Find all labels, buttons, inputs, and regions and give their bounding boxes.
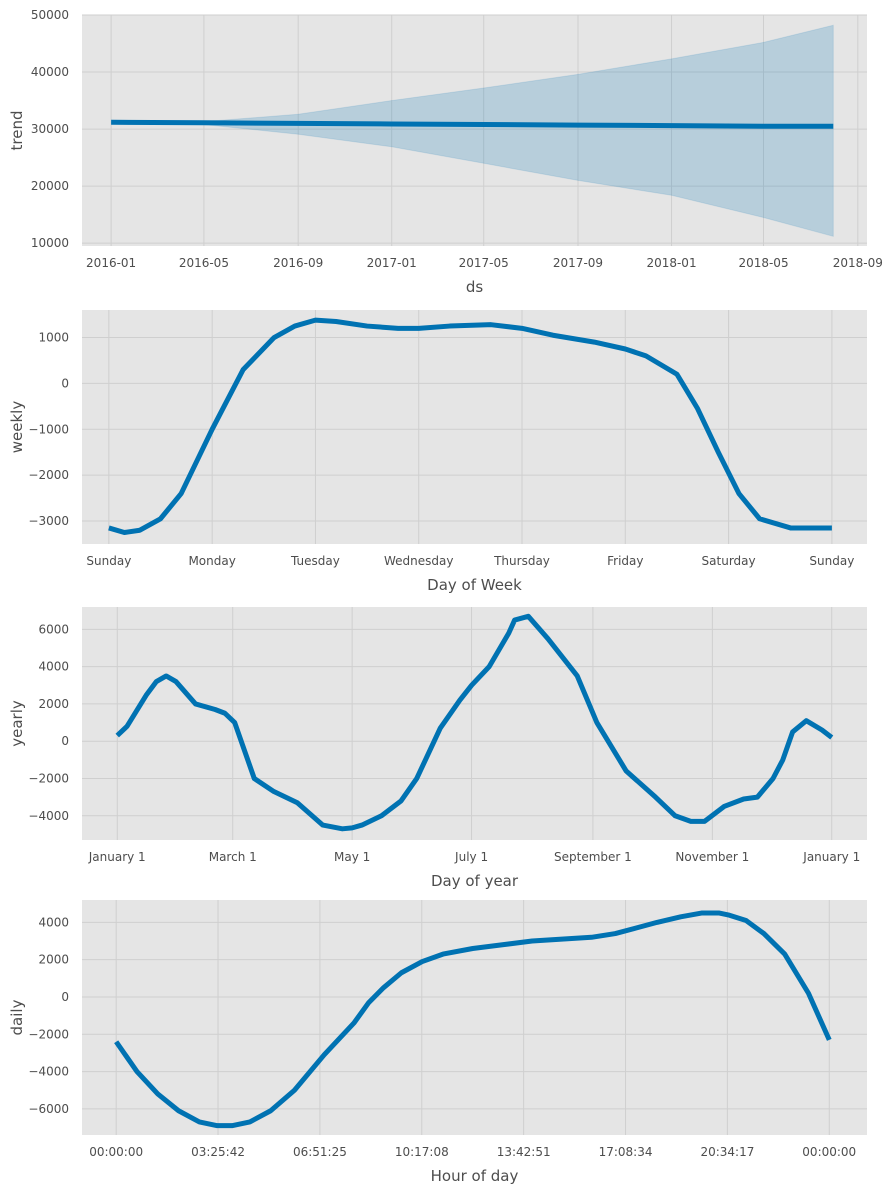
y-tick-label: −2000 <box>28 1027 69 1041</box>
y-tick-label: 0 <box>61 990 69 1004</box>
y-tick-label: −4000 <box>28 1065 69 1079</box>
x-tick-label: 03:25:42 <box>191 1145 245 1159</box>
x-axis-label: Hour of day <box>431 1167 519 1185</box>
x-tick-label: Friday <box>607 554 643 568</box>
x-tick-label: 2016-01 <box>86 256 136 270</box>
x-axis-label: ds <box>466 278 484 296</box>
y-tick-label: −2000 <box>28 771 69 785</box>
y-tick-label: −3000 <box>28 514 69 528</box>
x-tick-label: Saturday <box>702 554 756 568</box>
trend-series-line <box>111 119 834 129</box>
x-tick-label: Sunday <box>86 554 131 568</box>
y-axis-label: daily <box>8 999 26 1035</box>
uncertainty-band <box>111 24 834 237</box>
x-axis-label: Day of Week <box>427 576 522 594</box>
x-tick-label: March 1 <box>209 850 257 864</box>
chart-panel-daily: 00:00:00 03:25:42 06:51:25 10:17:08 13:42:51… <box>8 900 867 1185</box>
y-axis-label: trend <box>8 111 26 151</box>
x-tick-label: Monday <box>188 554 235 568</box>
yearly-series-line <box>115 613 834 832</box>
x-tick-label: 2018-09 <box>833 256 883 270</box>
x-tick-label: 17:08:34 <box>599 1145 653 1159</box>
y-tick-label: −1000 <box>28 422 69 436</box>
y-tick-label: 4000 <box>38 915 69 929</box>
y-tick-label: −2000 <box>28 468 69 482</box>
x-tick-label: 20:34:17 <box>700 1145 754 1159</box>
daily-series-line <box>114 910 832 1129</box>
y-tick-label: 1000 <box>38 331 69 345</box>
y-tick-label: 4000 <box>38 660 69 674</box>
x-tick-label: 06:51:25 <box>293 1145 347 1159</box>
y-axis-label: weekly <box>8 401 26 454</box>
x-tick-label: January 1 <box>802 850 860 864</box>
plot-area <box>82 900 867 1135</box>
weekly-series-line <box>108 317 832 536</box>
x-tick-label: May 1 <box>334 850 370 864</box>
plot-area <box>82 607 867 840</box>
x-tick-label: 10:17:08 <box>395 1145 449 1159</box>
x-tick-label: Tuesday <box>290 554 340 568</box>
y-tick-label: 6000 <box>38 622 69 636</box>
x-tick-label: 2017-05 <box>459 256 509 270</box>
chart-panel-yearly: January 1 March 1 May 1 July 1 September 1 No… <box>8 607 867 890</box>
x-tick-label: 13:42:51 <box>497 1145 551 1159</box>
x-tick-label: Sunday <box>809 554 854 568</box>
y-tick-label: −4000 <box>28 809 69 823</box>
y-tick-label: 20000 <box>31 179 69 193</box>
chart-panel-trend: 2016-01 2016-05 2016-09 2017-01 2017-05 2017-… <box>8 8 883 296</box>
x-tick-label: 2018-01 <box>646 256 696 270</box>
x-axis-label: Day of year <box>431 872 519 890</box>
x-tick-label: 2016-09 <box>273 256 323 270</box>
x-tick-label: November 1 <box>675 850 749 864</box>
x-tick-label: July 1 <box>454 850 488 864</box>
x-tick-label: 2016-05 <box>179 256 229 270</box>
y-axis-label: yearly <box>8 700 26 747</box>
y-tick-label: 50000 <box>31 8 69 22</box>
x-tick-label: 2017-01 <box>367 256 417 270</box>
chart-panel-weekly: Sunday Monday Tuesday Wednesday Thursday Frid… <box>8 310 867 594</box>
y-tick-label: 40000 <box>31 65 69 79</box>
y-tick-label: −6000 <box>28 1102 69 1116</box>
y-tick-label: 0 <box>61 376 69 390</box>
x-tick-label: 00:00:00 <box>802 1145 856 1159</box>
x-tick-label: Thursday <box>493 554 550 568</box>
x-tick-label: Wednesday <box>384 554 453 568</box>
x-tick-label: 00:00:00 <box>89 1145 143 1159</box>
y-tick-label: 2000 <box>38 697 69 711</box>
x-tick-label: January 1 <box>88 850 146 864</box>
y-tick-label: 10000 <box>31 236 69 250</box>
plot-area <box>82 15 867 246</box>
x-tick-label: 2018-05 <box>738 256 788 270</box>
y-tick-label: 2000 <box>38 953 69 967</box>
x-tick-label: 2017-09 <box>553 256 603 270</box>
y-tick-label: 0 <box>61 734 69 748</box>
y-tick-label: 30000 <box>31 122 69 136</box>
x-tick-label: September 1 <box>554 850 632 864</box>
